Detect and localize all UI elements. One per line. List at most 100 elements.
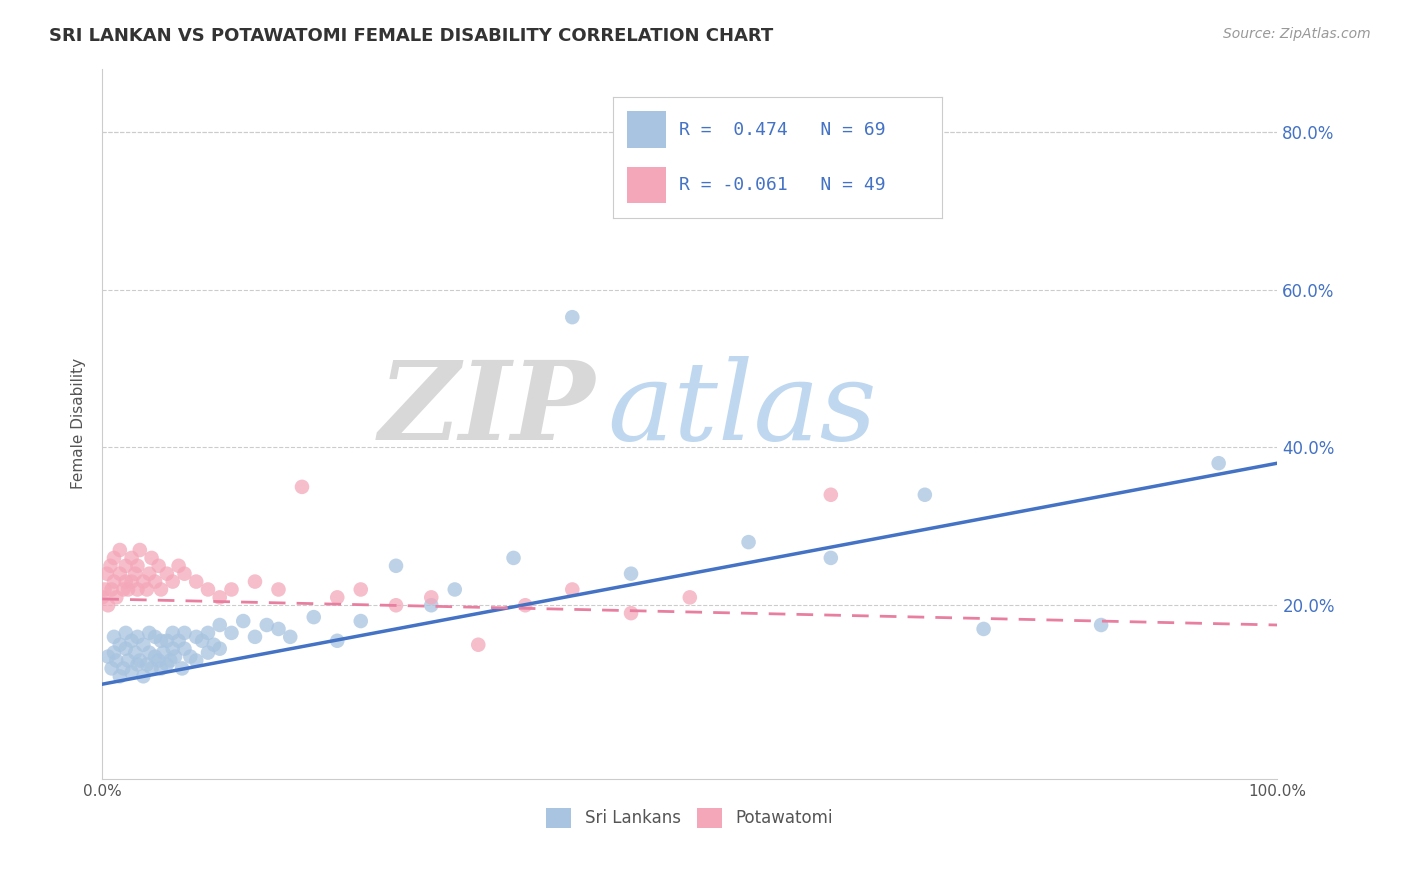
Point [326, 633, 349, 648]
Point [117, 653, 139, 667]
Point [128, 543, 150, 558]
Point [162, 574, 184, 589]
Point [121, 574, 143, 589]
Point [191, 633, 214, 648]
Point [149, 582, 172, 597]
Point [91, 591, 114, 605]
Point [620, 566, 643, 581]
Point [197, 646, 219, 660]
Point [93, 582, 115, 597]
Point [186, 630, 208, 644]
Point [105, 591, 128, 605]
Point [208, 618, 231, 632]
Point [173, 626, 195, 640]
Point [103, 574, 125, 589]
Text: ZIP: ZIP [380, 356, 596, 463]
Point [278, 630, 301, 644]
Point [124, 646, 146, 660]
Point [326, 591, 349, 605]
Point [97, 649, 120, 664]
Point [167, 558, 190, 573]
Point [96, 566, 118, 581]
Point [165, 649, 187, 664]
Point [385, 599, 408, 613]
Point [103, 550, 125, 565]
Text: Source: ZipAtlas.com: Source: ZipAtlas.com [1223, 27, 1371, 41]
Point [502, 550, 524, 565]
Y-axis label: Female Disability: Female Disability [72, 359, 86, 490]
Point [515, 599, 537, 613]
Point [141, 550, 163, 565]
Point [148, 653, 170, 667]
Point [420, 599, 443, 613]
Point [167, 633, 190, 648]
Point [221, 626, 243, 640]
Point [127, 630, 149, 644]
Point [148, 558, 170, 573]
Point [141, 661, 163, 675]
Point [350, 582, 373, 597]
Point [243, 630, 266, 644]
Point [256, 618, 278, 632]
Point [124, 566, 146, 581]
Point [127, 582, 149, 597]
Point [302, 610, 325, 624]
Text: SRI LANKAN VS POTAWATOMI FEMALE DISABILITY CORRELATION CHART: SRI LANKAN VS POTAWATOMI FEMALE DISABILI… [49, 27, 773, 45]
Point [443, 582, 465, 597]
Point [132, 669, 155, 683]
Point [132, 574, 155, 589]
Point [138, 626, 160, 640]
Text: atlas: atlas [607, 356, 877, 463]
Point [620, 606, 643, 620]
Point [156, 657, 179, 672]
Point [138, 566, 160, 581]
Point [186, 574, 208, 589]
Point [561, 582, 583, 597]
Point [112, 582, 135, 597]
Point [105, 653, 128, 667]
Point [132, 638, 155, 652]
Legend: Sri Lankans, Potawatomi: Sri Lankans, Potawatomi [540, 801, 839, 835]
Point [108, 638, 131, 652]
Point [197, 626, 219, 640]
Point [973, 622, 995, 636]
Point [135, 582, 157, 597]
Point [1208, 456, 1230, 470]
Point [97, 599, 120, 613]
Point [162, 641, 184, 656]
Point [121, 665, 143, 680]
Point [128, 653, 150, 667]
Point [197, 582, 219, 597]
Point [127, 657, 149, 672]
Point [420, 591, 443, 605]
Point [1090, 618, 1112, 632]
Point [232, 614, 254, 628]
Point [143, 574, 166, 589]
Point [143, 630, 166, 644]
Point [173, 641, 195, 656]
Point [100, 558, 122, 573]
Point [103, 630, 125, 644]
Point [152, 646, 174, 660]
Point [149, 661, 172, 675]
Point [114, 574, 136, 589]
Point [114, 558, 136, 573]
Point [100, 582, 122, 597]
Point [179, 649, 201, 664]
Point [114, 626, 136, 640]
Point [156, 633, 179, 648]
Point [467, 638, 489, 652]
Point [127, 558, 149, 573]
Point [103, 646, 125, 660]
Point [202, 638, 225, 652]
Point [679, 591, 702, 605]
Point [820, 488, 842, 502]
Point [117, 582, 139, 597]
Point [172, 661, 194, 675]
Point [108, 543, 131, 558]
Point [112, 661, 135, 675]
Point [243, 574, 266, 589]
Point [385, 558, 408, 573]
Point [291, 480, 314, 494]
Point [208, 641, 231, 656]
